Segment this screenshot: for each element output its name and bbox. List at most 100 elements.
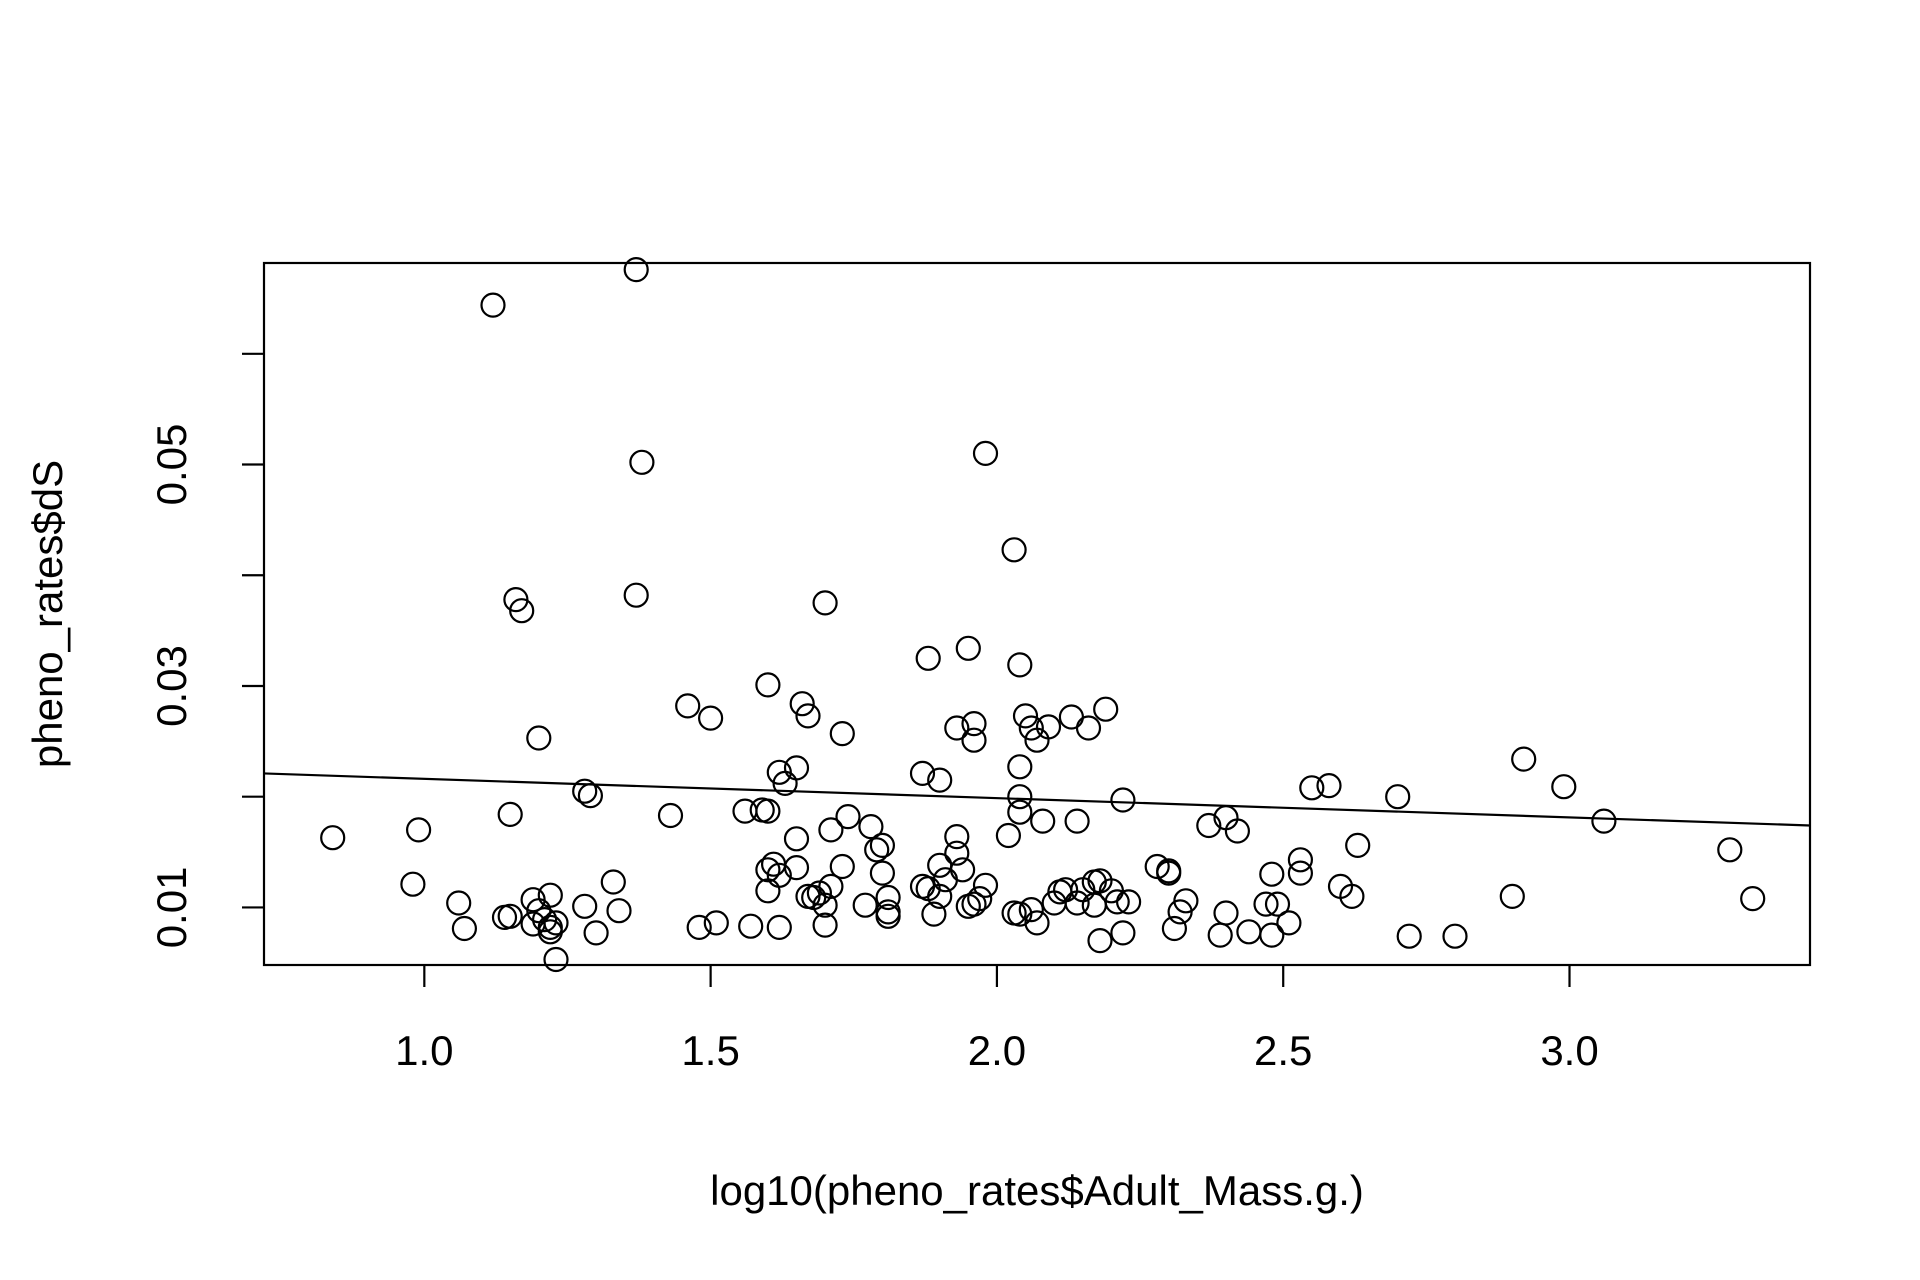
data-point: [909, 760, 936, 787]
data-point: [961, 891, 987, 917]
data-point: [1442, 923, 1468, 949]
data-point: [1591, 808, 1617, 834]
data-point: [875, 903, 901, 929]
data-point: [400, 871, 426, 897]
data-point: [446, 890, 472, 916]
data-point: [818, 817, 844, 843]
data-point: [955, 635, 981, 661]
data-point: [783, 826, 810, 852]
data-point: [1030, 808, 1056, 834]
data-point: [915, 645, 941, 671]
data-point: [1259, 922, 1285, 948]
y-tick-label: 0.05: [148, 424, 195, 506]
data-point: [972, 872, 999, 898]
data-point: [1024, 910, 1050, 936]
data-point: [858, 813, 884, 840]
data-point: [1110, 920, 1136, 946]
data-point: [869, 832, 896, 859]
data-point: [812, 590, 838, 616]
data-point: [961, 710, 987, 737]
data-point: [629, 449, 655, 475]
data-point: [1007, 799, 1033, 825]
data-point: [1224, 818, 1251, 844]
data-point: [927, 767, 953, 793]
data-point: [921, 901, 947, 927]
data-point: [1075, 715, 1102, 741]
data-point: [526, 725, 552, 751]
data-point: [1064, 890, 1090, 916]
data-point: [738, 913, 764, 939]
data-point: [451, 915, 477, 942]
data-point: [531, 906, 558, 933]
data-point: [1196, 812, 1222, 839]
x-tick-label: 1.5: [681, 1027, 739, 1074]
data-point: [1345, 832, 1371, 859]
data-point: [1173, 888, 1199, 914]
data-point: [869, 860, 896, 886]
data-point: [1316, 772, 1342, 799]
regression-line: [263, 772, 1811, 827]
data-point: [572, 778, 598, 804]
data-point: [949, 857, 976, 883]
y-tick-label: 0.01: [148, 867, 195, 949]
data-point: [537, 882, 563, 908]
data-point: [927, 883, 953, 910]
data-point: [755, 798, 781, 824]
data-point: [1110, 787, 1136, 813]
data-point: [1156, 860, 1182, 886]
data-point: [755, 857, 781, 883]
data-point: [944, 840, 970, 866]
data-point: [697, 705, 724, 731]
data-point: [497, 801, 523, 828]
data-point: [543, 910, 569, 936]
data-point: [812, 892, 838, 918]
data-point: [623, 257, 649, 283]
data-point: [1287, 860, 1314, 886]
data-point: [961, 727, 987, 753]
data-point: [1396, 923, 1422, 949]
data-point: [1007, 784, 1033, 810]
data-point: [1499, 883, 1525, 910]
x-tick-label: 1.0: [395, 1027, 453, 1074]
data-point: [1104, 889, 1130, 915]
data-point: [1259, 861, 1285, 887]
data-point: [783, 755, 810, 781]
data-point: [1213, 900, 1239, 926]
data-point: [480, 292, 506, 318]
data-point: [944, 823, 970, 850]
data-point: [543, 946, 569, 973]
data-point: [1018, 715, 1044, 741]
data-point: [406, 817, 432, 843]
data-point: [875, 884, 901, 911]
data-point: [766, 862, 792, 888]
data-point: [812, 912, 838, 938]
data-point: [657, 802, 684, 829]
data-point: [818, 873, 844, 900]
x-axis: 1.0 1.5 2.0 2.5 3.0: [395, 965, 1599, 1074]
data-point: [1339, 883, 1365, 910]
data-point: [320, 825, 346, 851]
y-axis-label: pheno_rates$dS: [24, 460, 71, 768]
y-axis: 0.01 0.03 0.05: [148, 352, 264, 949]
data-point: [1093, 696, 1119, 722]
data-point: [1001, 537, 1027, 563]
data-point: [572, 893, 598, 919]
data-point: [1511, 746, 1537, 772]
data-point: [606, 898, 632, 924]
data-point: [1717, 837, 1743, 863]
data-point: [1012, 703, 1039, 729]
data-point: [1161, 915, 1188, 942]
x-tick-label: 2.0: [968, 1027, 1026, 1074]
data-point: [509, 598, 535, 624]
data-point: [1740, 885, 1766, 912]
data-point: [783, 854, 810, 881]
data-point: [1276, 910, 1302, 936]
data-point: [1115, 889, 1142, 915]
data-point: [972, 440, 999, 466]
data-point: [1299, 775, 1325, 801]
data-point: [795, 703, 821, 729]
data-point: [703, 910, 729, 936]
data-point: [852, 892, 878, 918]
